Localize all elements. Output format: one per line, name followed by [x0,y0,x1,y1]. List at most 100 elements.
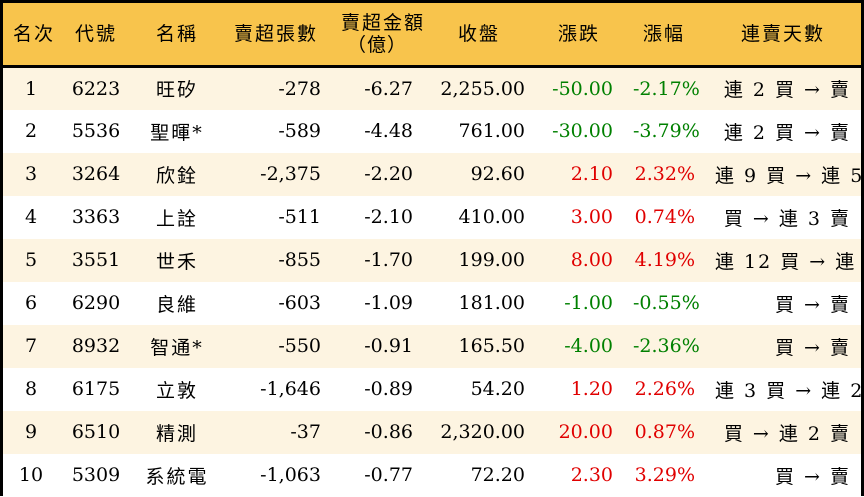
cell-change-pct: 4.19% [634,249,695,271]
column-header-change[interactable]: 漲跌 [535,3,623,68]
column-header-close[interactable]: 收盤 [423,3,535,68]
cell-change: -50.00 [552,77,613,100]
table-row[interactable]: 6 6290 良維 -603 -1.09 181.00 -1.00 -0.55% 買 → 賣 [3,281,861,325]
table-row[interactable]: 3 3264 欣銓 -2,375 -2.20 92.60 2.10 2.32% 連 9 買 → … [3,152,864,196]
cell-change-pct: 3.29% [634,464,695,486]
cell-rank: 3 [24,163,38,185]
cell-rank: 9 [24,421,38,443]
column-header-streak-label: 連賣天數 [740,22,825,45]
cell-close-price: 410.00 [458,206,525,228]
column-header-percent[interactable]: 漲幅 [623,3,705,68]
cell-sell-lots: -1,063 [260,464,321,486]
cell-stock-code: 3363 [71,206,121,228]
column-header-code[interactable]: 代號 [59,3,133,68]
cell-change: 20.00 [558,421,613,443]
cell-streak: 買 → 賣 [775,465,851,488]
cell-sell-lots: -1,646 [260,378,321,400]
table-row[interactable]: 1 6223 旺矽 -278 -6.27 2,255.00 -50.00 -2.17% 連 2 … [3,66,861,110]
cell-sell-lots: -511 [278,206,321,228]
cell-change-pct: -0.55% [633,292,700,314]
cell-stock-name: 立敦 [155,379,198,402]
table-row[interactable]: 4 3363 上詮 -511 -2.10 410.00 3.00 0.74% 買 → 連 3 賣 [3,195,861,239]
cell-stock-name: 世禾 [155,250,198,273]
sell-ranking-table: 名次 代號 名稱 賣超張數 賣超金額 （億） 收盤 漲跌 漲幅 連賣天數 1 62… [3,3,864,497]
cell-stock-code: 6510 [71,421,121,443]
cell-sell-amount: -4.48 [364,120,413,142]
cell-streak: 連 9 買 → 連 5 賣 [715,164,864,187]
table-row[interactable]: 8 6175 立敦 -1,646 -0.89 54.20 1.20 2.26% 連 3 買 → … [3,367,864,411]
cell-rank: 6 [24,292,38,314]
cell-change-pct: -2.17% [633,77,700,100]
column-header-name-label: 名稱 [155,22,198,45]
cell-streak: 連 12 買 → 連 2 賣 [715,250,864,273]
table-row[interactable]: 10 5309 系統電 -1,063 -0.77 72.20 2.30 3.29% 買 → 賣 [3,453,861,497]
cell-stock-code: 6290 [71,292,121,314]
cell-sell-lots: -37 [290,421,321,443]
cell-streak: 買 → 賣 [775,293,851,316]
cell-stock-name: 欣銓 [155,164,198,187]
cell-stock-code: 5536 [71,120,121,142]
cell-change-pct: 2.26% [634,378,695,400]
cell-sell-lots: -855 [278,249,321,271]
cell-streak: 買 → 賣 [775,336,851,359]
cell-close-price: 165.50 [458,335,525,357]
cell-sell-amount: -0.91 [364,335,413,357]
cell-stock-code: 3264 [71,163,121,185]
cell-stock-code: 6223 [71,77,121,100]
cell-change: -30.00 [552,120,613,142]
cell-sell-lots: -603 [278,292,321,314]
cell-close-price: 2,255.00 [440,77,525,100]
cell-close-price: 761.00 [458,120,525,142]
cell-close-price: 181.00 [458,292,525,314]
cell-rank: 8 [24,378,38,400]
cell-change: 8.00 [570,249,613,271]
cell-close-price: 72.20 [470,464,525,486]
cell-stock-code: 3551 [71,249,121,271]
column-header-lots[interactable]: 賣超張數 [221,3,331,68]
cell-close-price: 54.20 [470,378,525,400]
cell-sell-amount: -2.10 [364,206,413,228]
column-header-percent-label: 漲幅 [642,22,685,45]
table-body: 1 6223 旺矽 -278 -6.27 2,255.00 -50.00 -2.17% 連 2 … [3,66,864,497]
cell-stock-code: 6175 [71,378,121,400]
cell-stock-name: 精測 [155,422,198,445]
table-row[interactable]: 2 5536 聖暉* -589 -4.48 761.00 -30.00 -3.79% 連 2 買… [3,109,861,153]
cell-change: 1.20 [570,378,613,400]
cell-sell-amount: -2.20 [364,163,413,185]
column-header-name[interactable]: 名稱 [133,3,221,68]
table-row[interactable]: 7 8932 智通* -550 -0.91 165.50 -4.00 -2.36% 買 → 賣 [3,324,861,368]
cell-rank: 1 [24,77,38,100]
cell-sell-amount: -1.70 [364,249,413,271]
cell-change-pct: 0.87% [634,421,695,443]
header-row: 名次 代號 名稱 賣超張數 賣超金額 （億） 收盤 漲跌 漲幅 連賣天數 [3,3,861,68]
column-header-amount-label: 賣超金額 [341,11,426,34]
column-header-rank[interactable]: 名次 [3,3,59,68]
cell-change-pct: -2.36% [633,335,700,357]
cell-rank: 4 [24,206,38,228]
cell-change: -4.00 [564,335,613,357]
cell-close-price: 199.00 [458,249,525,271]
cell-sell-amount: -0.89 [364,378,413,400]
column-header-streak[interactable]: 連賣天數 [705,3,861,68]
cell-stock-code: 5309 [71,464,121,486]
table-row[interactable]: 9 6510 精測 -37 -0.86 2,320.00 20.00 0.87% 買 → 連 2… [3,410,861,454]
cell-sell-lots: -278 [278,77,321,100]
cell-stock-name: 智通* [150,336,204,359]
cell-rank: 7 [24,335,38,357]
column-header-amount-unit: （億） [346,34,407,56]
cell-sell-lots: -2,375 [260,163,321,185]
cell-close-price: 2,320.00 [440,421,525,443]
cell-streak: 買 → 連 2 賣 [723,422,851,445]
cell-sell-amount: -0.77 [364,464,413,486]
column-header-lots-label: 賣超張數 [233,22,318,45]
cell-sell-lots: -589 [278,120,321,142]
table-row[interactable]: 5 3551 世禾 -855 -1.70 199.00 8.00 4.19% 連 12 買 → … [3,238,864,282]
column-header-amount[interactable]: 賣超金額 （億） [331,3,426,68]
cell-rank: 5 [24,249,38,271]
cell-stock-name: 聖暉* [150,121,204,144]
cell-change: 2.30 [570,464,613,486]
cell-change: -1.00 [564,292,613,314]
cell-change-pct: -3.79% [633,120,700,142]
column-header-close-label: 收盤 [457,22,500,45]
